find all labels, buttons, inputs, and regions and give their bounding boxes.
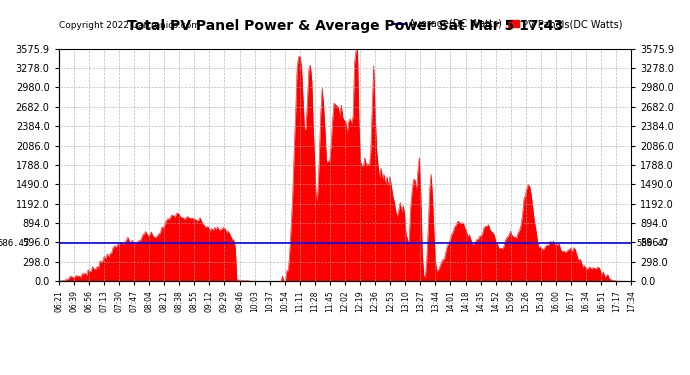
Text: 586.47: 586.47 — [0, 238, 30, 248]
Text: Total PV Panel Power & Average Power Sat Mar 5 17:43: Total PV Panel Power & Average Power Sat… — [127, 19, 563, 33]
Text: Copyright 2022 Cartronics.com: Copyright 2022 Cartronics.com — [59, 21, 199, 30]
Text: 586.47: 586.47 — [637, 238, 669, 248]
Legend: Average(DC Watts), PV Panels(DC Watts): Average(DC Watts), PV Panels(DC Watts) — [391, 15, 627, 33]
